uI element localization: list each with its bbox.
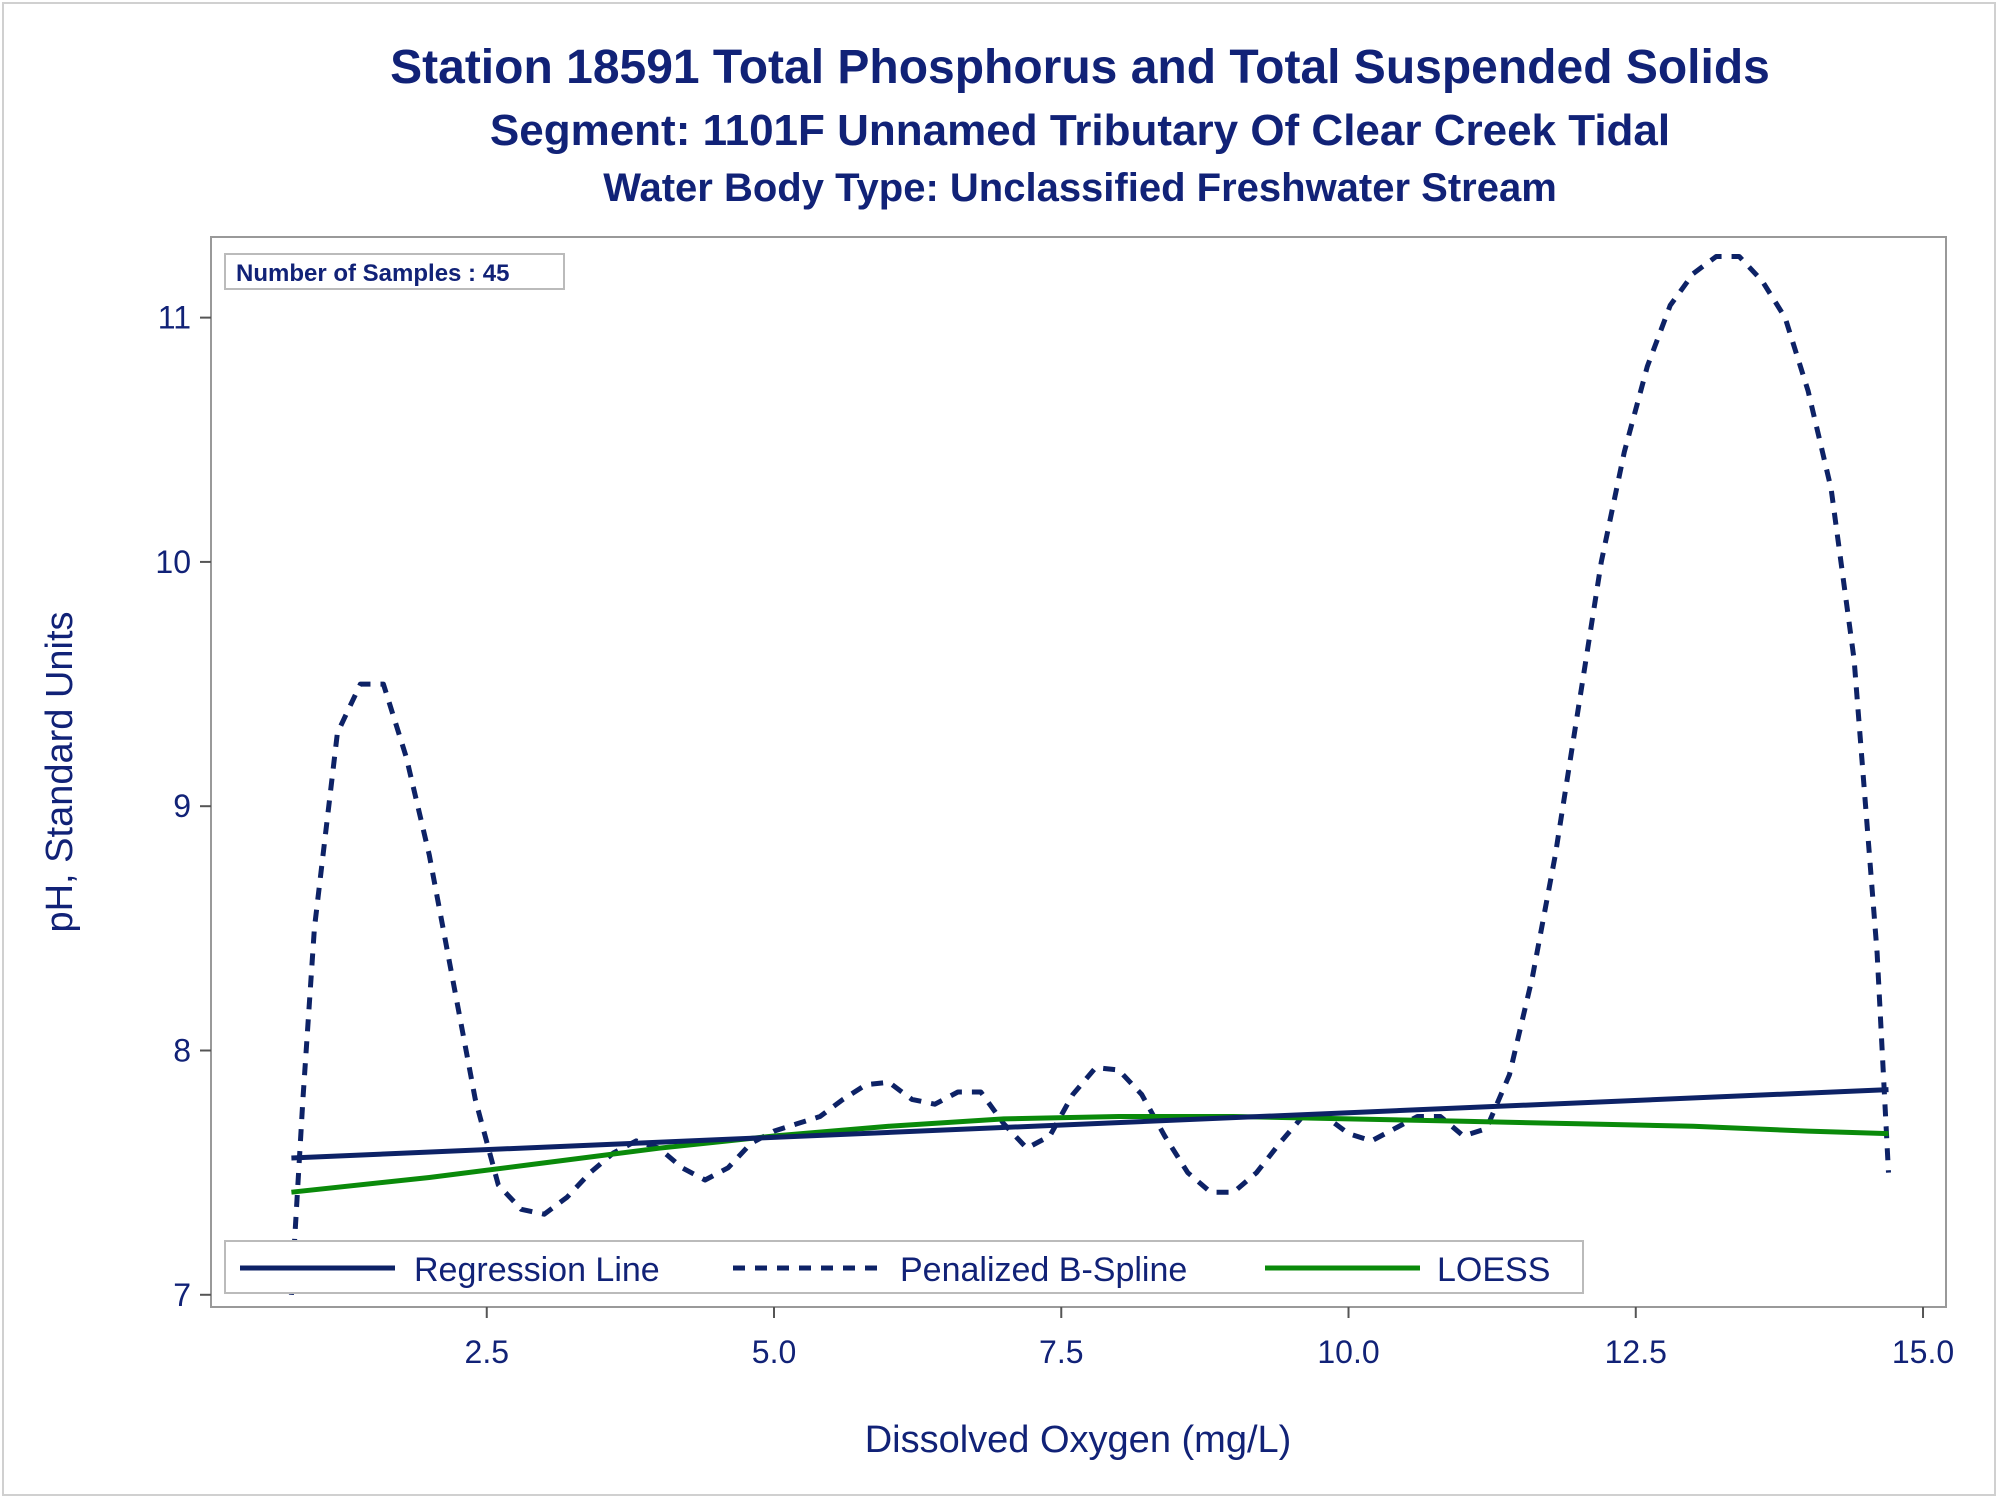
x-axis: 2.5 5.0 7.5 10.0 12.5 15.0 [465,1307,1954,1370]
y-tick-label: 10 [155,544,191,580]
x-tick-label: 7.5 [1039,1334,1083,1370]
x-tick-label: 10.0 [1317,1334,1379,1370]
y-tick-label: 8 [173,1032,191,1068]
sample-count-text: Number of Samples : 45 [236,260,509,287]
y-axis: 7 8 9 10 11 [155,300,211,1313]
spline-line [288,254,1891,1295]
plot-area [210,236,1947,1308]
legend-border [224,1240,1584,1294]
legend-label-regression: Regression Line [414,1251,660,1289]
series-layer [288,254,1891,1295]
y-tick-label: 11 [158,300,191,336]
x-tick-label: 12.5 [1605,1334,1667,1370]
x-tick-label: 5.0 [752,1334,796,1370]
x-tick-label: 15.0 [1892,1334,1954,1370]
y-tick-label: 7 [173,1277,191,1313]
loess-line [291,1114,1889,1195]
legend-label-loess: LOESS [1437,1251,1550,1289]
legend-label-spline: Penalized B-Spline [900,1251,1187,1289]
y-tick-label: 9 [173,788,191,824]
chart-title: Station 18591 Total Phosphorus and Total… [390,41,1770,94]
legend: Regression Line Penalized B-Spline LOESS [224,1240,1584,1294]
x-tick-label: 2.5 [465,1334,509,1370]
chart-subtitle: Segment: 1101F Unnamed Tributary Of Clea… [489,106,1671,155]
regression-line [291,1087,1889,1161]
chart-subtitle-2: Water Body Type: Unclassified Freshwater… [603,166,1557,210]
sample-count-border [224,253,565,290]
x-axis-label: Dissolved Oxygen (mg/L) [865,1419,1292,1461]
sample-count-box: Number of Samples : 45 [224,253,565,290]
y-axis-label: pH, Standard Units [39,611,81,932]
